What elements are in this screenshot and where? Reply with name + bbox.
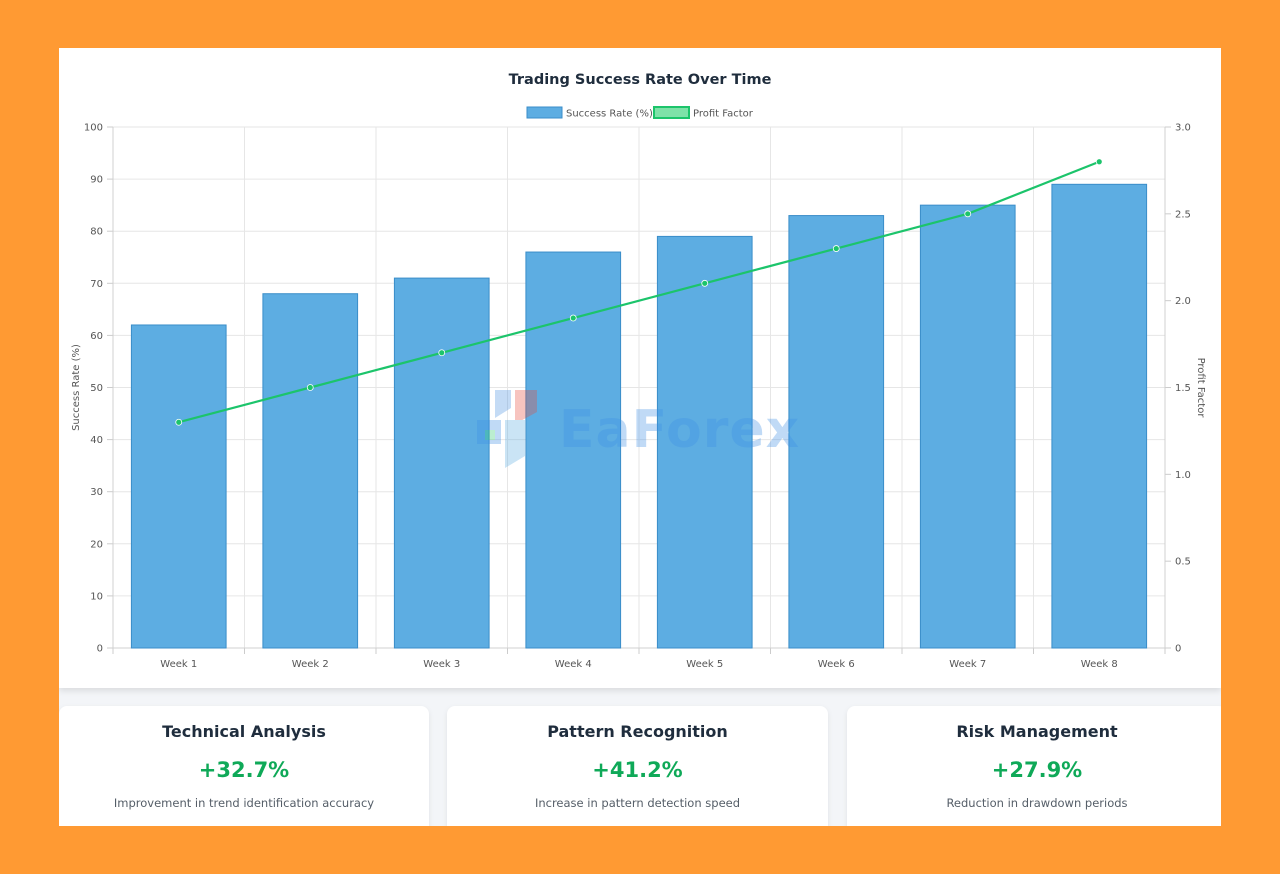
point-profit-factor xyxy=(701,279,709,287)
y-tick-label: 70 xyxy=(90,279,103,290)
stat-title: Technical Analysis xyxy=(162,722,326,741)
x-tick-label: Week 7 xyxy=(949,659,986,670)
x-tick-label: Week 5 xyxy=(686,659,723,670)
y-tick-label: 10 xyxy=(90,591,103,602)
stat-description: Improvement in trend identification accu… xyxy=(113,796,375,810)
point-profit-factor xyxy=(438,349,446,357)
x-tick-label: Week 2 xyxy=(292,659,329,670)
bar-success-rate xyxy=(919,204,1016,649)
stat-card-technical-analysis: Technical Analysis +32.7% Improvement in… xyxy=(59,706,429,826)
stat-value: +32.7% xyxy=(198,758,290,782)
point-profit-factor xyxy=(175,418,183,426)
y2-tick-label: 1.5 xyxy=(1175,383,1191,394)
x-tick-label: Week 6 xyxy=(818,659,855,670)
y-tick-label: 100 xyxy=(84,123,103,134)
bar-success-rate xyxy=(656,235,753,649)
y2-tick-label: 0 xyxy=(1175,644,1181,655)
bar-success-rate xyxy=(788,215,885,649)
line-profit-factor xyxy=(178,160,1100,424)
legend-swatch-success-rate xyxy=(526,106,563,119)
point-profit-factor xyxy=(964,210,972,218)
watermark-logo-icon xyxy=(477,390,537,468)
chart-card: Trading Success Rate Over Time Success Ra… xyxy=(59,48,1221,688)
stat-description: Increase in pattern detection speed xyxy=(534,796,741,810)
chart-svg: Trading Success Rate Over Time Success Ra… xyxy=(71,72,1206,670)
y2-tick-label: 0.5 xyxy=(1175,557,1191,568)
point-profit-factor xyxy=(832,245,840,252)
y-tick-label: 30 xyxy=(90,487,103,498)
y2-tick-label: 2.5 xyxy=(1175,209,1191,220)
y-tick-label: 0 xyxy=(97,644,103,655)
legend-label-profit-factor: Profit Factor xyxy=(693,109,754,120)
stat-card-pattern-recognition: Pattern Recognition +41.2% Increase in p… xyxy=(447,706,828,826)
point-profit-factor xyxy=(1095,158,1103,166)
y-tick-label: 50 xyxy=(90,383,103,394)
x-tick-label: Week 8 xyxy=(1081,659,1118,670)
y-tick-label: 90 xyxy=(90,175,103,186)
stat-value: +41.2% xyxy=(592,758,683,782)
y-tick-label: 20 xyxy=(90,539,103,550)
y-tick-label: 80 xyxy=(90,227,103,238)
y-tick-label: 60 xyxy=(90,331,103,342)
stat-title: Pattern Recognition xyxy=(547,722,728,741)
bar-success-rate xyxy=(130,324,227,649)
watermark-text: EaForex xyxy=(559,400,801,460)
bar-success-rate xyxy=(393,277,490,649)
legend-label-success-rate: Success Rate (%) xyxy=(566,109,653,120)
x-tick-label: Week 3 xyxy=(423,659,460,670)
stats-row: Technical Analysis +32.7% Improvement in… xyxy=(59,706,1221,826)
y2-tick-label: 2.0 xyxy=(1175,296,1191,307)
page-frame: Trading Success Rate Over Time Success Ra… xyxy=(59,48,1221,826)
x-tick-label: Week 4 xyxy=(555,659,592,670)
chart-title: Trading Success Rate Over Time xyxy=(509,72,772,88)
stat-card-risk-management: Risk Management +27.9% Reduction in draw… xyxy=(847,706,1221,826)
bar-success-rate xyxy=(1051,183,1148,649)
y-tick-label: 40 xyxy=(90,435,103,446)
y2-tick-label: 1.0 xyxy=(1175,470,1191,481)
legend-swatch-profit-factor xyxy=(653,106,690,119)
stat-value: +27.9% xyxy=(991,758,1083,782)
y2-axis-label: Profit Factor xyxy=(1195,358,1206,419)
stat-title: Risk Management xyxy=(956,722,1118,741)
bar-success-rate xyxy=(262,293,359,649)
y2-tick-label: 3.0 xyxy=(1175,123,1191,134)
x-tick-label: Week 1 xyxy=(160,659,197,670)
point-profit-factor xyxy=(306,384,314,391)
point-profit-factor xyxy=(569,314,577,322)
watermark: EaForex xyxy=(457,390,837,474)
stat-description: Reduction in drawdown periods xyxy=(946,796,1128,810)
y-axis-label: Success Rate (%) xyxy=(71,344,82,431)
